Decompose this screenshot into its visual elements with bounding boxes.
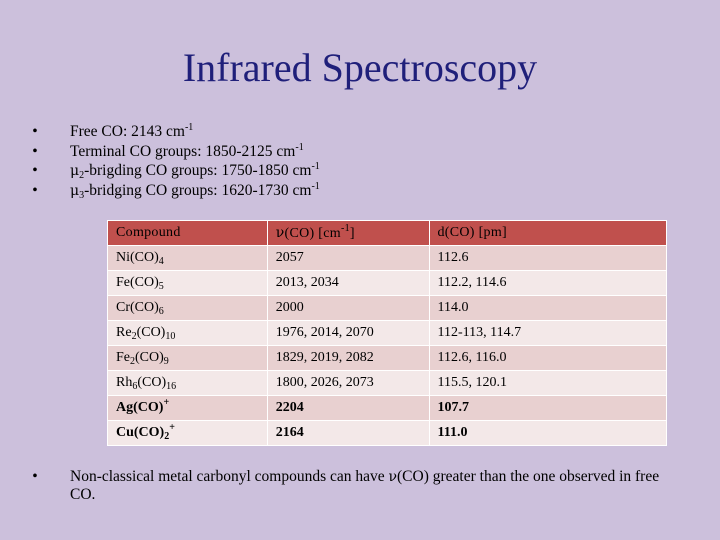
cell-compound: Re2(CO)10 <box>107 320 268 346</box>
mu-symbol: μ <box>70 182 80 199</box>
cell-stretching-frequency: 1800, 2026, 2073 <box>266 370 430 396</box>
formula-part: 6 <box>132 381 138 392</box>
table-row: Fe(CO)5 2013, 2034 112.2, 114.6 <box>107 270 667 296</box>
bullet-text: Terminal CO groups: 1850-2125 cm <box>70 142 296 160</box>
table-row: Cr(CO)6 2000 114.0 <box>107 295 667 321</box>
footnote-bullet: • Non-classical metal carbonyl compounds… <box>28 468 688 503</box>
table-row: Cu(CO)2+ 2164 111.0 <box>107 420 667 446</box>
formula-part: + <box>169 422 175 433</box>
cell-stretching-frequency: 1976, 2014, 2070 <box>266 320 430 346</box>
table-body: Ni(CO)4 2057 112.6 Fe(CO)5 2013, 2034 112.2, … <box>107 245 667 446</box>
bullet-dot-icon: • <box>32 142 38 160</box>
formula-part: 6 <box>158 306 164 317</box>
bullet-item: • μ2-brigding CO groups: 1750-1850 cm-1 <box>28 161 688 181</box>
cell-compound: Fe(CO)5 <box>107 270 268 296</box>
bullet-sup: -1 <box>311 161 320 172</box>
formula-part: Fe(CO) <box>116 275 159 290</box>
cell-bond-distance: 114.0 <box>428 295 667 321</box>
bullet-item: • μ3-bridging CO groups: 1620-1730 cm-1 <box>28 180 688 201</box>
bullet-item: • Terminal CO groups: 1850-2125 cm-1 <box>28 142 688 162</box>
bullet-text: Free CO: 2143 cm <box>70 123 185 140</box>
header-nu-sup: -1 <box>340 222 350 234</box>
cell-stretching-frequency: 2204 <box>266 395 430 421</box>
bullet-sub: 2 <box>79 170 85 181</box>
cell-compound: Cr(CO)6 <box>107 295 268 321</box>
bullet-dot-icon: • <box>32 468 38 485</box>
cell-bond-distance: 112.6 <box>428 245 667 271</box>
formula-part: 2 <box>164 431 170 442</box>
table-row: Re2(CO)10 1976, 2014, 2070 112-113, 114.7 <box>107 320 667 346</box>
formula-part: Rh <box>116 375 133 390</box>
header-compound: Compound <box>107 220 268 246</box>
nu-symbol: ν <box>275 224 285 241</box>
cell-compound: Ag(CO)+ <box>107 395 268 421</box>
note-text-end: (CO) greater than the one observed in fr… <box>70 468 660 503</box>
header-nu-close: ] <box>349 225 355 241</box>
cell-compound: Rh6(CO)16 <box>107 370 268 396</box>
formula-part: Cu(CO) <box>116 425 165 440</box>
table-row: Ni(CO)4 2057 112.6 <box>107 245 667 271</box>
cell-bond-distance: 112.2, 114.6 <box>428 270 667 296</box>
bullet-sup: -1 <box>295 141 304 153</box>
formula-part: (CO) <box>136 325 166 340</box>
table-header-row: Compound ν(CO) [cm-1] d(CO) [pm] <box>107 220 667 246</box>
bullet-item: • Free CO: 2143 cm-1 <box>28 122 688 142</box>
formula-part: (CO) <box>135 350 164 365</box>
cell-stretching-frequency: 2013, 2034 <box>266 270 430 296</box>
bullet-sup: -1 <box>311 180 320 192</box>
note-text-start: Non-classical metal carbonyl compounds c… <box>70 468 389 485</box>
formula-part: 4 <box>158 256 164 267</box>
formula-part: 16 <box>166 381 177 392</box>
header-bond-distance: d(CO) [pm] <box>428 220 667 246</box>
formula-part: 10 <box>165 331 176 342</box>
bullet-sup: -1 <box>184 122 194 133</box>
bullet-dot-icon: • <box>32 181 38 199</box>
cell-bond-distance: 111.0 <box>428 420 667 446</box>
table-row: Fe2(CO)9 1829, 2019, 2082 112.6, 116.0 <box>107 345 667 371</box>
mu-symbol: μ <box>70 163 80 179</box>
slide-title: Infrared Spectroscopy <box>182 45 538 90</box>
cell-compound: Fe2(CO)9 <box>107 345 268 371</box>
formula-part: Fe <box>116 350 130 365</box>
cell-stretching-frequency: 1829, 2019, 2082 <box>266 345 430 371</box>
bullet-text: -brigding CO groups: 1750-1850 cm <box>84 162 312 179</box>
cell-compound: Ni(CO)4 <box>107 245 268 271</box>
formula-part: 2 <box>131 331 137 342</box>
cell-stretching-frequency: 2000 <box>266 295 430 321</box>
formula-part: (CO) <box>137 375 167 390</box>
nu-symbol: ν <box>388 469 398 485</box>
cell-bond-distance: 107.7 <box>428 395 667 421</box>
cell-stretching-frequency: 2164 <box>266 420 430 446</box>
bullet-sub: 3 <box>79 189 85 201</box>
header-stretching-frequency: ν(CO) [cm-1] <box>266 220 430 246</box>
bullet-list: • Free CO: 2143 cm-1 • Terminal CO group… <box>28 122 688 201</box>
cell-compound: Cu(CO)2+ <box>107 420 268 446</box>
formula-part: Ag(CO) <box>116 400 164 415</box>
table-row: Rh6(CO)16 1800, 2026, 2073 115.5, 120.1 <box>107 370 667 396</box>
formula-part: 9 <box>163 356 169 367</box>
carbonyl-table: Compound ν(CO) [cm-1] d(CO) [pm] Ni(CO)4… <box>107 220 667 446</box>
cell-bond-distance: 112-113, 114.7 <box>428 320 667 346</box>
bullet-dot-icon: • <box>32 162 38 179</box>
bullet-text: -bridging CO groups: 1620-1730 cm <box>84 181 312 199</box>
table-row: Ag(CO)+ 2204 107.7 <box>107 395 667 421</box>
formula-part: Re <box>116 325 132 340</box>
bullet-dot-icon: • <box>32 123 38 140</box>
cell-bond-distance: 112.6, 116.0 <box>428 345 667 371</box>
formula-part: Cr(CO) <box>116 300 159 315</box>
formula-part: 2 <box>130 356 135 367</box>
formula-part: 5 <box>158 281 164 292</box>
header-nu-text: (CO) [cm <box>284 225 341 241</box>
cell-stretching-frequency: 2057 <box>266 245 430 271</box>
formula-part: Ni(CO) <box>116 250 159 265</box>
cell-bond-distance: 115.5, 120.1 <box>428 370 667 396</box>
formula-part: + <box>163 397 170 408</box>
